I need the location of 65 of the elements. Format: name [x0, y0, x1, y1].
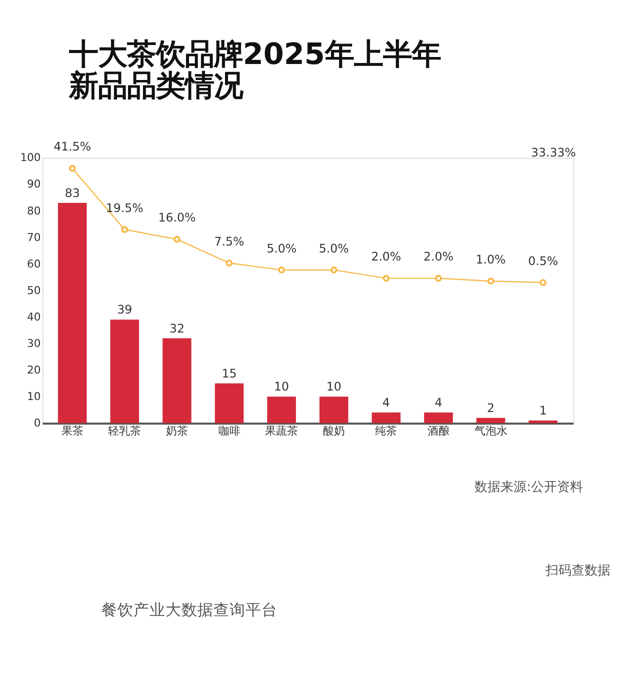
point: [278, 266, 285, 274]
x-tick-label: 咖啡: [218, 424, 240, 438]
data-label: 19.5%: [106, 200, 144, 215]
bar: [162, 338, 192, 424]
x-tick-label: 气泡水: [474, 424, 508, 438]
data-label: 41.5%: [54, 140, 92, 154]
data-label: 83: [64, 186, 80, 200]
data-label: 15: [222, 366, 237, 380]
text: 餐饮产业大数据查询平台: [102, 600, 278, 619]
x-tick-label: 纯茶: [375, 424, 398, 438]
data-label: 4: [434, 396, 442, 410]
y-tick-label: 70: [27, 230, 41, 244]
data-label: 5.0%: [266, 241, 297, 256]
x-tick-label: 轻乳茶: [108, 424, 142, 438]
bar: [267, 396, 296, 424]
x-tick-label: 奶茶: [166, 424, 188, 438]
source-note: 数据来源:公开资料: [474, 480, 583, 495]
data-label: 39: [117, 302, 132, 317]
y-tick-label: 90: [27, 178, 41, 191]
y-tick-label: 100: [20, 151, 41, 164]
data-label: 2.0%: [424, 250, 454, 264]
point: [226, 260, 233, 266]
data-label: 5.0%: [318, 241, 349, 256]
point: [435, 274, 442, 282]
point: [68, 164, 76, 172]
bar: [476, 418, 506, 424]
bar: [110, 320, 140, 424]
point: [540, 279, 547, 286]
point: [174, 236, 180, 243]
data-label: 4: [382, 396, 390, 410]
bar: [58, 202, 87, 424]
x-tick-label: 酒酿: [427, 424, 450, 438]
y-tick-label: 10: [27, 390, 41, 404]
bar: [528, 420, 558, 424]
x-tick-label: 酸奶: [322, 424, 345, 438]
data-label: 1: [539, 404, 547, 418]
y-tick-label: 30: [27, 336, 41, 350]
data-label: 1.0%: [476, 252, 506, 266]
y-tick-label: 50: [27, 284, 41, 297]
data-label: 2: [487, 400, 495, 415]
data-label: 10: [326, 380, 342, 394]
y-tick-label: 40: [27, 310, 41, 324]
data-label: 7.5%: [214, 234, 244, 248]
data-label: 2.0%: [371, 250, 402, 264]
data-label: 0.5%: [528, 254, 558, 268]
x-tick-label: 果蔬茶: [265, 424, 298, 438]
point: [330, 266, 338, 274]
y-tick-label: 20: [27, 364, 41, 377]
y-tick-label: 0: [34, 416, 41, 430]
x-tick-label: 果茶: [61, 424, 84, 438]
annotation: 33.33%: [531, 146, 576, 160]
data-label: 10: [274, 380, 290, 394]
y-tick-label: 80: [27, 204, 41, 218]
point: [487, 278, 494, 285]
y-tick-label: 60: [27, 257, 41, 270]
bar: [424, 412, 453, 424]
bar: [372, 412, 401, 424]
chart-title: 十大茶饮品牌2025年上半年新品品类情况: [68, 37, 441, 103]
text: 扫码查数据: [544, 564, 611, 579]
data-label: 16.0%: [158, 210, 196, 225]
data-label: 32: [169, 321, 184, 336]
point: [382, 274, 390, 282]
bar: [214, 383, 244, 424]
bar: [319, 396, 348, 424]
point: [121, 226, 128, 234]
